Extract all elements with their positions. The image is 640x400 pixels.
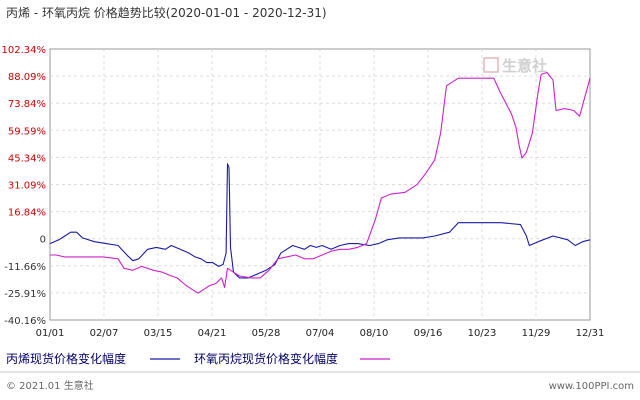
y-tick-label: -25.91% [4,289,46,300]
footer-copyright: © 2021.01 生意社 [6,379,94,392]
watermark-text: 生意社 [502,57,547,75]
x-tick-label: 01/01 [36,328,65,339]
y-tick-label: 59.59% [8,126,46,137]
legend-label-propylene: 丙烯现货价格变化幅度 [6,351,126,366]
series-line-propylene [49,163,591,279]
x-tick-label: 11/29 [522,328,551,339]
footer-site-link[interactable]: www.100PPI.com [549,381,634,392]
series-lines [49,71,591,294]
legend-label-propylene-oxide: 环氧丙烷现货价格变化幅度 [194,351,338,366]
legend: 丙烯现货价格变化幅度 环氧丙烷现货价格变化幅度 [6,351,390,366]
y-tick-label: -40.16% [4,316,46,327]
x-tick-label: 07/04 [306,328,335,339]
x-tick-label: 10/23 [468,328,497,339]
watermark-logo: 生意社 [483,57,547,75]
y-tick-label: 73.84% [8,99,46,110]
x-tick-label: 04/21 [198,328,227,339]
y-tick-label: 45.34% [8,153,46,164]
chart-title: 丙烯 - 环氧丙烷 价格趋势比较(2020-01-01 - 2020-12-31… [6,5,327,20]
x-tick-label: 09/16 [414,328,443,339]
y-tick-label: 16.84% [8,208,46,219]
x-tick-label: 05/28 [252,328,281,339]
logo-icon [483,57,499,73]
series-line-propylene-oxide [50,71,591,294]
axis-ticks: 102.34% 88.09% 73.84% 59.59% 45.34% 31.09% 16.… [2,45,605,339]
grid [50,49,590,320]
x-tick-label: 03/15 [144,328,173,339]
y-tick-label: 0 [40,235,46,246]
x-tick-label: 02/07 [90,328,119,339]
y-tick-label: -11.66% [4,262,46,273]
x-tick-label: 08/10 [360,328,389,339]
y-tick-label: 88.09% [8,72,46,83]
y-tick-label: 31.09% [8,181,46,192]
y-tick-label: 102.34% [2,45,47,56]
x-tick-label: 12/31 [576,328,605,339]
